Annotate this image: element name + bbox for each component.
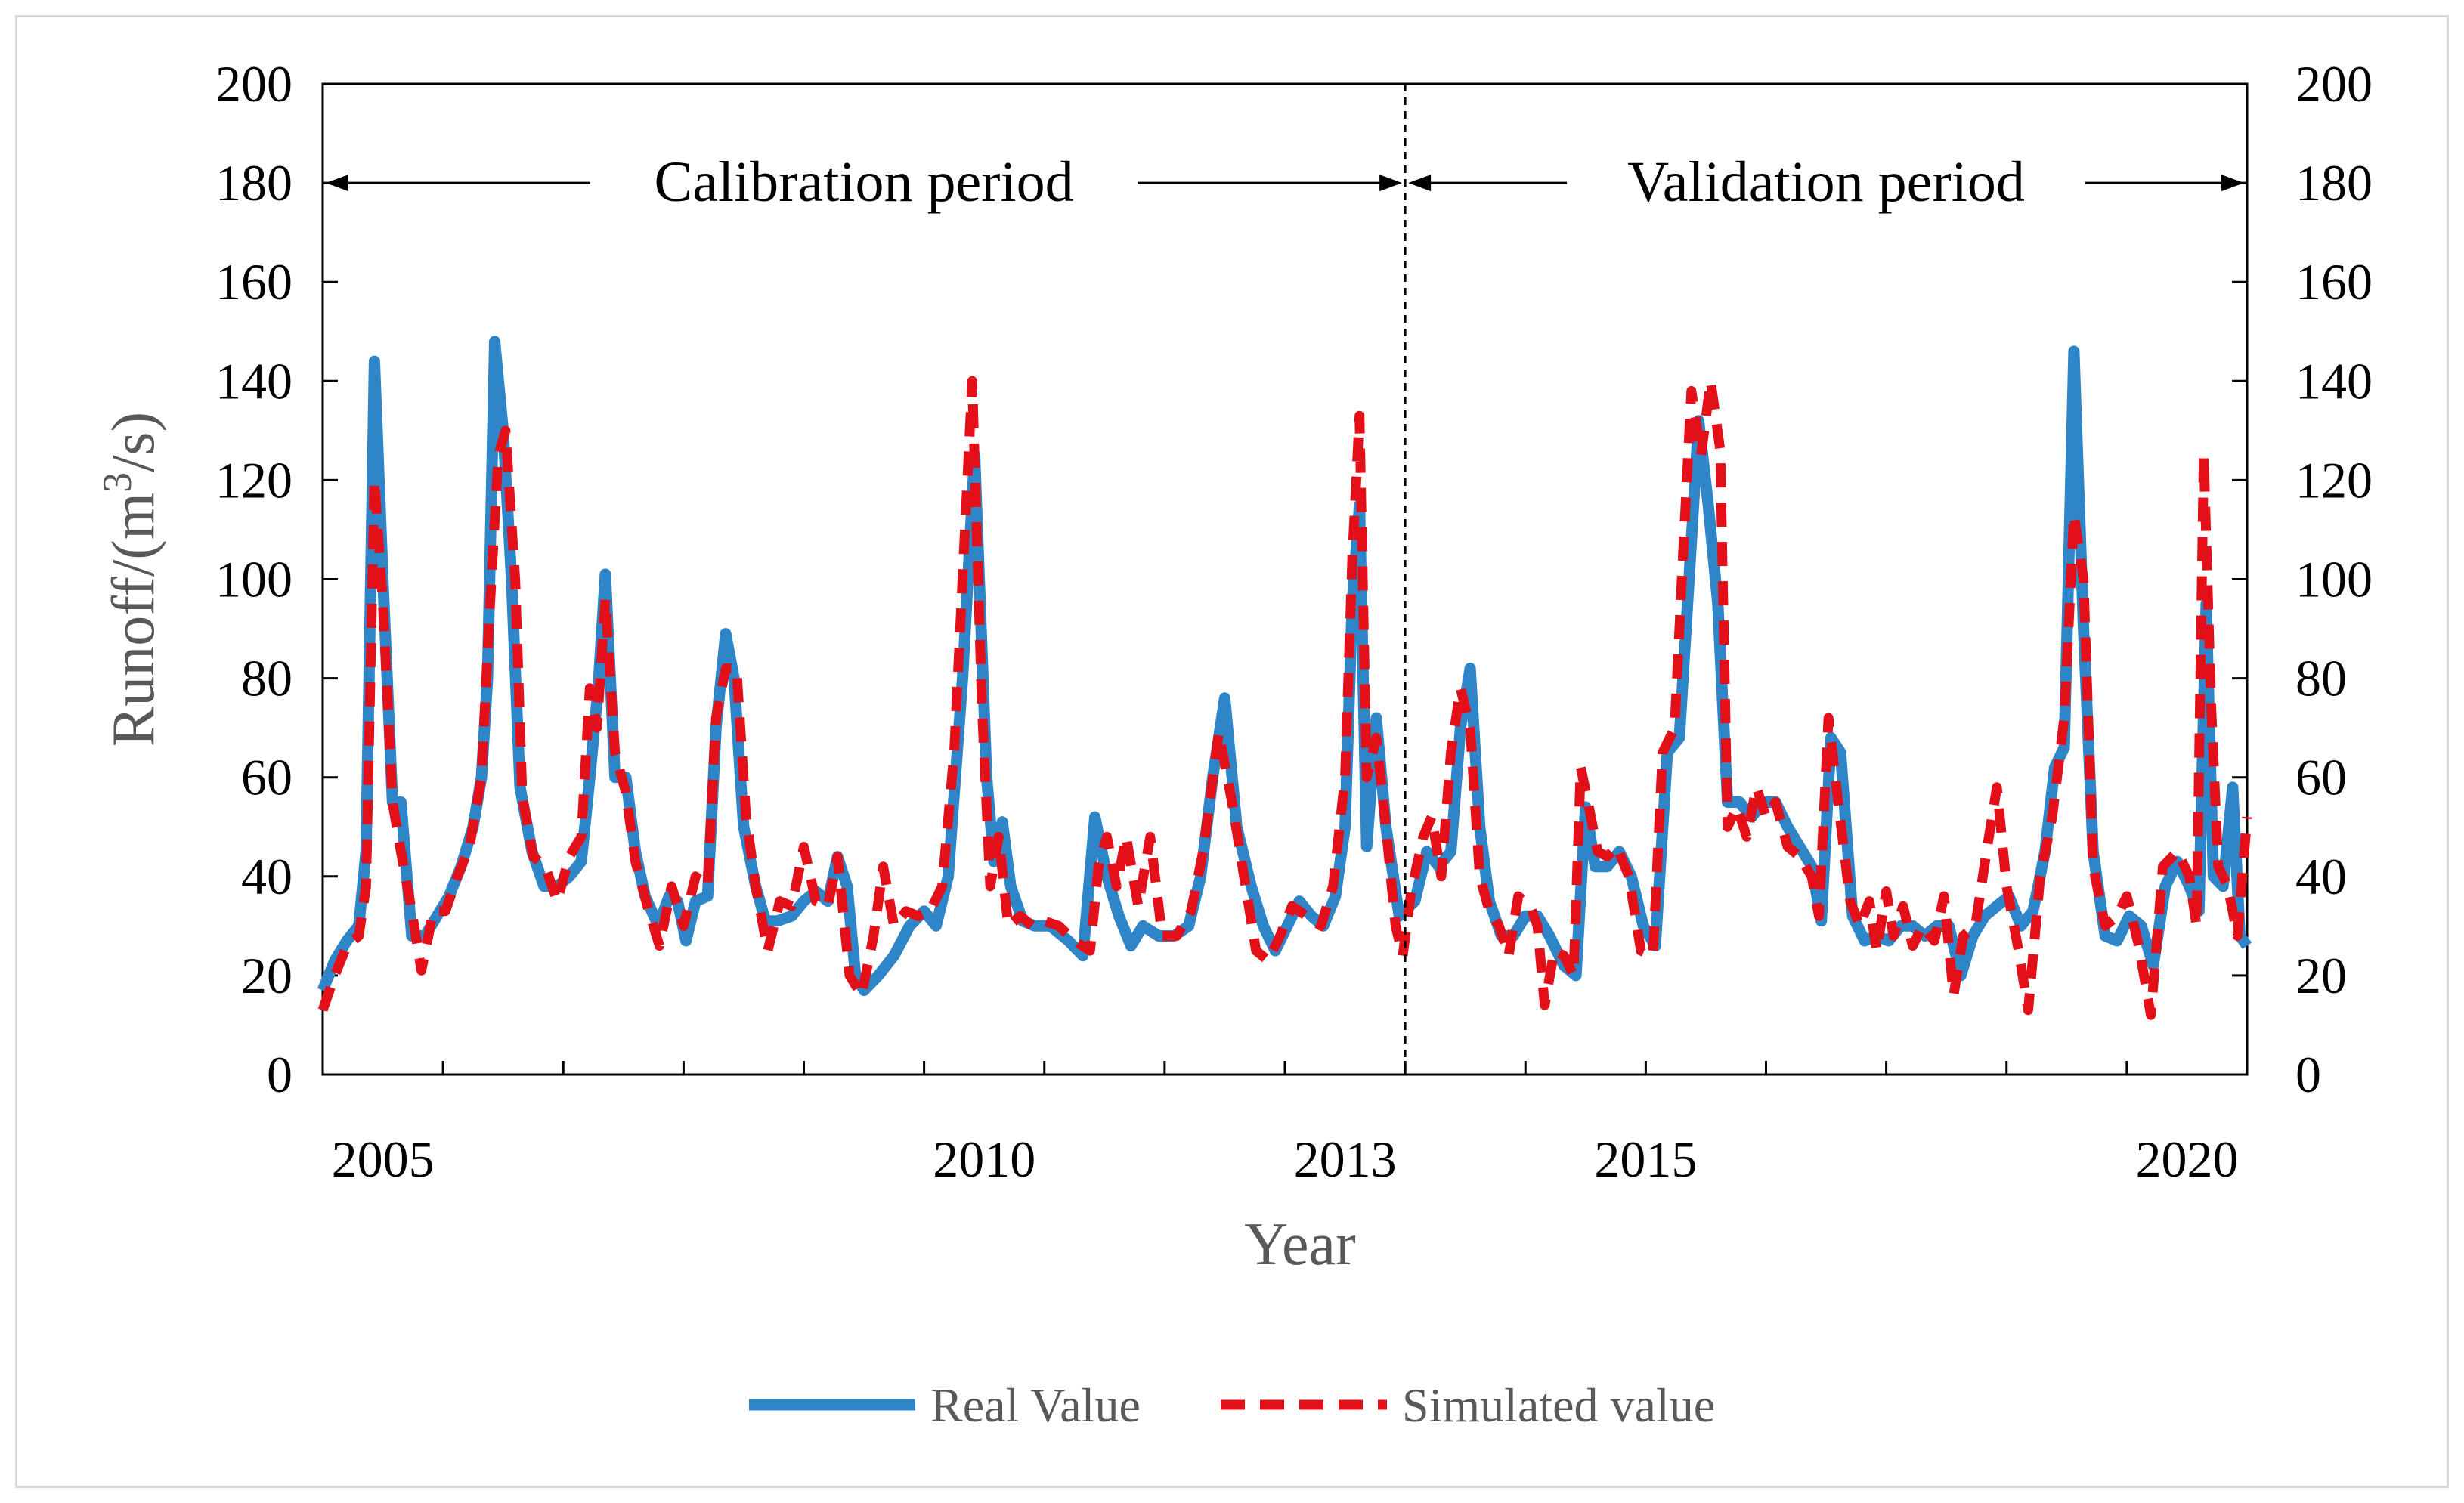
x-tick-label: 2010 bbox=[933, 1130, 1035, 1188]
y-tick-label-left: 120 bbox=[215, 451, 293, 509]
y-tick-label-left: 100 bbox=[215, 551, 293, 608]
y-axis-title: Runoff/(m3/s) bbox=[94, 412, 167, 747]
legend-label: Simulated value bbox=[1402, 1378, 1715, 1432]
y-axis-title-main: Runoff/(m bbox=[101, 493, 167, 747]
y-tick-label-left: 160 bbox=[215, 253, 293, 311]
y-tick-label-right: 180 bbox=[2295, 154, 2373, 212]
y-axis-title-tail: /s) bbox=[101, 412, 167, 472]
y-tick-label-right: 80 bbox=[2295, 650, 2347, 707]
y-tick-label-left: 0 bbox=[267, 1046, 293, 1103]
y-tick-label-left: 180 bbox=[215, 154, 293, 212]
y-tick-label-right: 160 bbox=[2295, 253, 2373, 311]
y-tick-label-left: 40 bbox=[241, 848, 293, 905]
y-tick-label-left: 80 bbox=[241, 650, 293, 707]
x-axis-title: Year bbox=[1244, 1211, 1355, 1278]
arrowhead-right-icon bbox=[1379, 175, 1403, 192]
arrowhead-right-icon bbox=[2221, 175, 2244, 192]
y-axis-title-sup: 3 bbox=[94, 472, 140, 493]
legend: Real Value Simulated value bbox=[749, 1378, 1715, 1432]
period-label: Validation period bbox=[1627, 150, 2025, 214]
arrowhead-left-icon bbox=[326, 175, 348, 192]
y-tick-label-left: 60 bbox=[241, 749, 293, 806]
x-tick-label: 2015 bbox=[1594, 1130, 1697, 1188]
x-tick-label: 2013 bbox=[1294, 1130, 1397, 1188]
y-tick-label-right: 200 bbox=[2295, 55, 2373, 113]
y-tick-label-right: 140 bbox=[2295, 352, 2373, 410]
period-annotations: Calibration period Validation period bbox=[326, 84, 2244, 1075]
y-tick-label-right: 60 bbox=[2295, 749, 2347, 806]
y-tick-label-right: 120 bbox=[2295, 451, 2373, 509]
y-tick-label-left: 140 bbox=[215, 352, 293, 410]
y-tick-label-left: 20 bbox=[241, 947, 293, 1004]
y-tick-label-right: 0 bbox=[2295, 1046, 2321, 1103]
x-tick-label: 2020 bbox=[2135, 1130, 2238, 1188]
figure-frame: 0 0 20 20 40 40 60 60 80 80 100 100 120 120 140 140 160 1… bbox=[15, 15, 2449, 1488]
y-tick-label-right: 100 bbox=[2295, 551, 2373, 608]
y-tick-label-right: 40 bbox=[2295, 848, 2347, 905]
y-tick-label-left: 200 bbox=[215, 55, 293, 113]
legend-label: Real Value bbox=[930, 1378, 1141, 1432]
period-label: Calibration period bbox=[655, 150, 1074, 214]
y-tick-label-right: 20 bbox=[2295, 947, 2347, 1004]
arrowhead-left-icon bbox=[1408, 175, 1432, 192]
series-layer bbox=[317, 336, 2252, 1020]
x-tick-label: 2005 bbox=[332, 1130, 435, 1188]
